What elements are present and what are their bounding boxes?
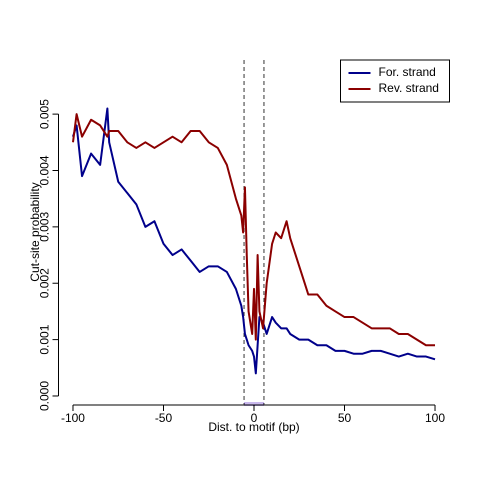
y-tick-label: 0.001: [38, 324, 52, 354]
legend-box: [340, 59, 450, 103]
y-tick-label: 0.002: [38, 268, 52, 298]
y-tick-label: 0.004: [38, 155, 52, 185]
x-axis-label: Dist. to motif (bp): [208, 420, 299, 434]
legend-label: Rev. strand: [379, 81, 439, 95]
y-tick-label: 0.003: [38, 212, 52, 242]
x-tick-label: 100: [425, 411, 445, 425]
y-tick-label: 0.000: [38, 381, 52, 411]
legend-label: For. strand: [379, 65, 436, 79]
series-line: [72, 107, 436, 375]
x-tick-label: 0: [251, 411, 258, 425]
series-line: [71, 113, 436, 347]
y-tick-label: 0.005: [38, 99, 52, 129]
x-tick-label: 50: [338, 411, 352, 425]
x-tick-label: -100: [61, 411, 85, 425]
y-axis-label: Cut-site probability: [28, 182, 42, 281]
x-tick-label: -50: [155, 411, 173, 425]
